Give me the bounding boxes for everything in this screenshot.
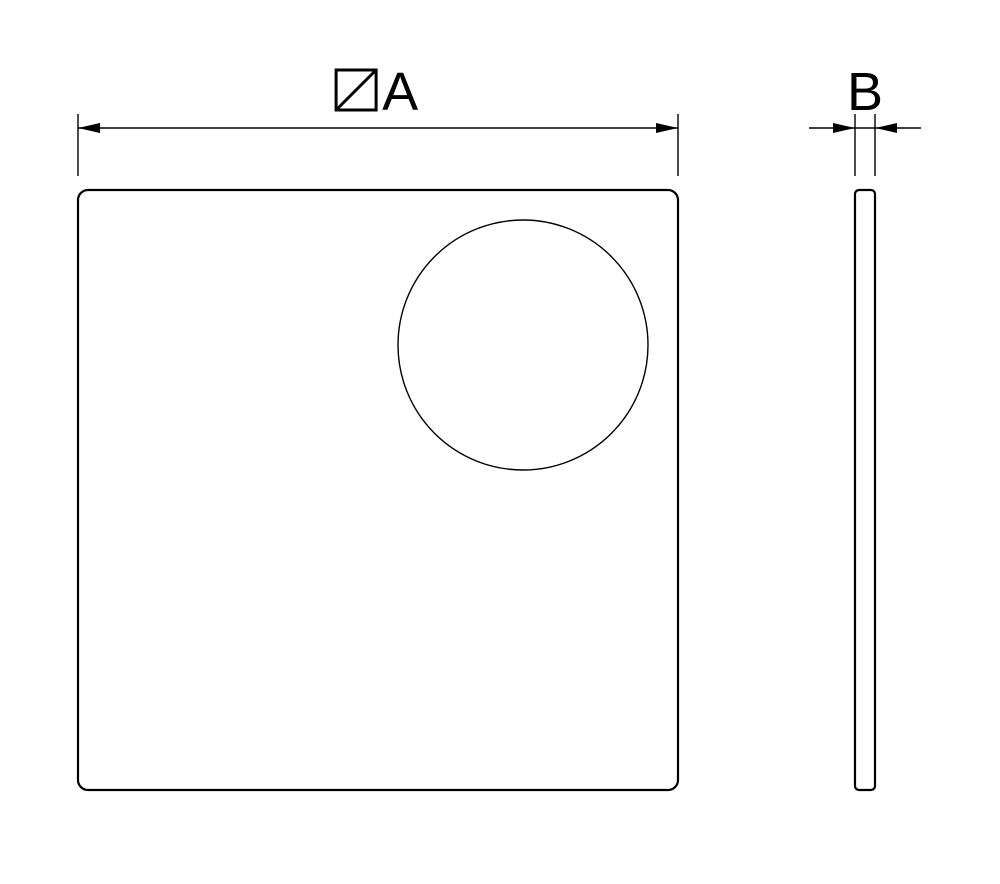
dim-a-arrow-left-icon <box>78 123 100 133</box>
dim-a-arrow-right-icon <box>656 123 678 133</box>
side-view-edge <box>855 190 875 790</box>
dim-b-arrow-right-icon <box>875 123 897 133</box>
plate-circle-feature <box>398 220 648 470</box>
dim-b-arrow-left-icon <box>833 123 855 133</box>
dimension-b: B <box>809 62 921 176</box>
technical-drawing: A B <box>0 0 1000 884</box>
square-dimension-symbol-icon <box>336 70 376 110</box>
dimension-a: A <box>78 62 678 176</box>
dim-a-label: A <box>382 62 418 122</box>
front-view-plate <box>78 190 678 790</box>
dim-b-label: B <box>847 62 883 122</box>
